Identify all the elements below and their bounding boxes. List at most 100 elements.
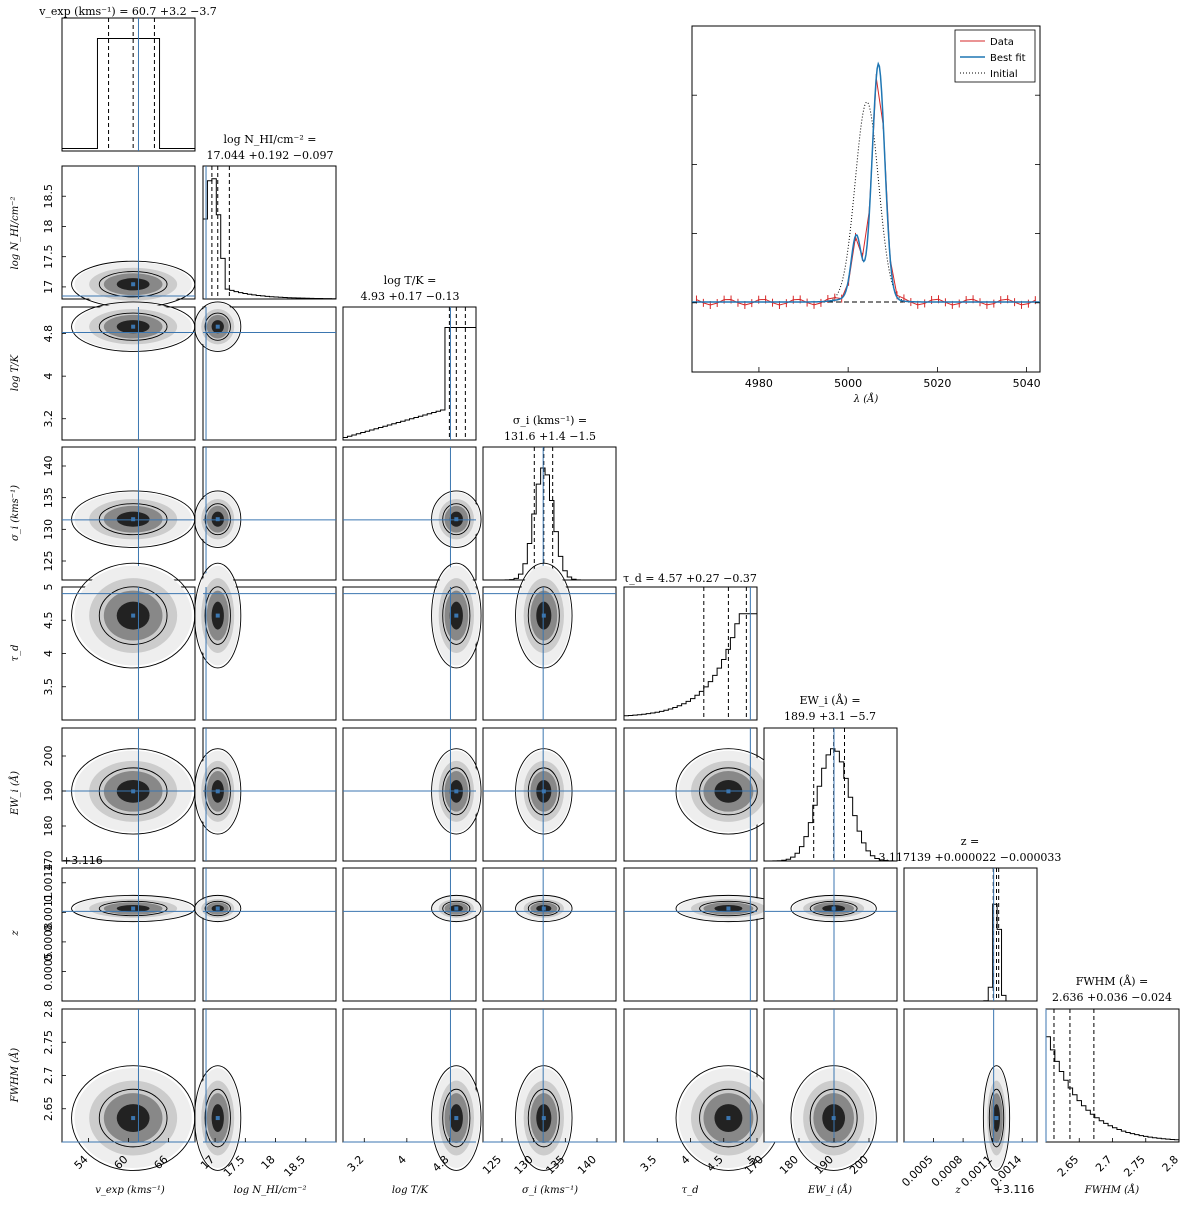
title-fwhm-a: FWHM (Å) = [1076,974,1149,988]
x-tick-label: 140 [575,1153,599,1177]
panel-sigma-vs-vexp: 125 130 135 140 [42,446,196,581]
panel-frame [763,727,898,862]
truth-marker [131,1116,136,1121]
panel-taud-vs-sigma [482,562,617,721]
y-tick-label: 2.7 [42,1067,55,1085]
title-ew-b: 189.9 +3.1 −5.7 [784,710,876,723]
x-tick-label: 0.0008 [929,1153,965,1189]
x-tick-label: 18 [259,1153,278,1172]
best-fit-line [692,61,1040,303]
y-tick-label: 135 [42,487,55,508]
xlabel-z-offset: +3.116 [994,1183,1035,1196]
x-tick-label: 125 [480,1153,504,1177]
y-tick-label: 3.5 [42,678,55,696]
histogram-line [1045,1036,1179,1142]
contour-line [204,586,231,645]
y-tick-label: 17 [42,280,55,294]
spectrum-x-tick-label: 4980 [745,377,773,390]
ylabel-logt: log T/K [10,354,21,391]
panel-frame [482,446,617,581]
contour-line [204,1088,231,1148]
histogram-line [904,903,1037,1002]
y-tick-label: 130 [42,519,55,540]
panel-frame [623,867,758,1002]
panel-frame [903,1008,1038,1143]
truth-marker [131,613,136,618]
x-tick-label: 3.5 [638,1153,660,1175]
spectrum-x-tick-label: 5040 [1013,377,1041,390]
spectrum-xlabel: λ (Å) [853,393,879,405]
contour-line [431,490,482,548]
truth-marker [131,906,136,911]
panel-logT-vs-vexp: 3.2 4 4.8 [42,301,196,441]
xlabel-logt: log T/K [392,1185,429,1196]
title-logt-a: log T/K = [384,274,437,287]
x-tick-label: 2.65 [1055,1153,1082,1180]
panel-sigma-vs-sigma [482,446,617,581]
y-tick-label: 0.0008 [42,923,55,962]
y-tick-label: 2.65 [42,1097,55,1122]
y-tick-label: 125 [42,551,55,572]
contour-line [194,1065,242,1171]
panel-EW-vs-EW [763,727,898,862]
histogram-line [342,327,476,440]
y-tick-label: 18 [42,219,55,233]
contour-line [204,900,231,917]
panel-frame [903,867,1038,1002]
panel-sigma-vs-logNHI [194,446,337,581]
x-tick-label: 4 [678,1153,692,1167]
y-tick-label: 4.8 [42,325,55,343]
title-sigma-b: 131.6 +1.4 −1.5 [504,430,596,443]
x-tick-label: 3.2 [345,1153,367,1175]
contour-line [515,894,573,923]
panel-EW-vs-logT [342,727,482,862]
spectrum-inset: λ (Å) 4980 5000 5020 5040 Data Best fit Ini… [691,25,1041,405]
title-lognhi-a: log N_HI/cm⁻² = [224,133,317,146]
y-tick-label: 3.2 [42,410,55,428]
truth-marker [215,324,220,329]
contour-line [988,1088,1005,1148]
panel-FWHM-vs-taud: 3.5 4 4.5 5 [623,1008,782,1175]
panel-z-vs-taud [623,867,782,1002]
contour-line [98,312,168,341]
histogram-line [483,467,616,581]
spectrum-x-tick-label: 5000 [834,377,862,390]
contour-line [98,586,168,645]
panel-FWHM-vs-EW: 170 180 190 200 [742,1008,898,1177]
panel-EW-vs-sigma [482,727,617,862]
contour-line [98,900,168,917]
truth-marker [215,906,220,911]
panel-frame [61,867,196,1002]
contour-line [194,301,242,352]
title-fwhm-b: 2.636 +0.036 −0.024 [1052,991,1172,1004]
truth-marker [454,1116,459,1121]
contour-line [699,900,758,917]
panel-frame [342,867,477,1002]
spectrum-legend: Data Best fit Initial [954,29,1036,83]
spectrum-x-tick-label: 5020 [923,377,951,390]
truth-marker [215,613,220,618]
ylabel-fwhm: FWHM (Å) [9,1048,21,1103]
ylabel-z: z [10,930,21,937]
title-sigma-a: σ_i (kms⁻¹) = [513,414,587,427]
x-tick-label: 2.75 [1121,1153,1148,1180]
panel-taud-vs-logT [342,562,482,721]
corner-panels: 1717.51818.53.244.81251301351403.544.551… [42,17,1181,1189]
panel-vexp-vs-vexp [61,17,196,152]
x-tick-label: 4 [395,1153,409,1167]
truth-marker [994,1116,999,1121]
panel-logNHI-vs-vexp: 17 17.5 18 18.5 [42,165,196,308]
title-logt-b: 4.93 +0.17 −0.13 [361,290,460,303]
y-tick-label: 4 [42,373,55,380]
panel-frame [342,306,477,441]
legend-best-label: Best fit [990,53,1026,64]
truth-marker [541,1116,546,1121]
contour-line [515,1065,573,1171]
y-tick-label: 0.0011 [42,893,55,932]
panel-frame [1045,1008,1180,1143]
contour-line [194,490,242,548]
x-tick-label: 0.0011 [958,1153,994,1189]
